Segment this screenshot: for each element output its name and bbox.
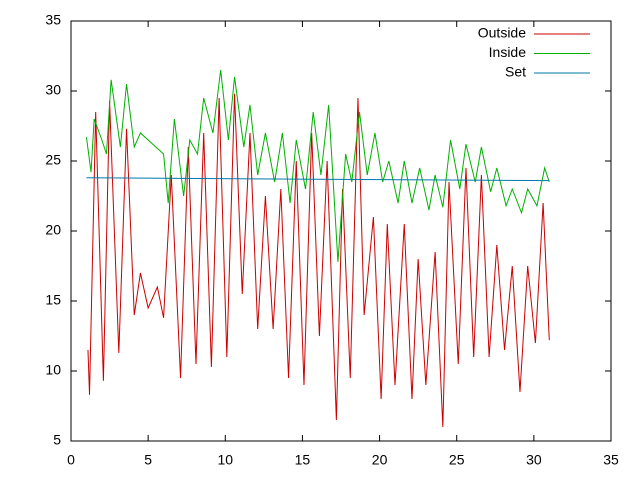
y-tick-label: 25 xyxy=(45,152,61,168)
x-tick-label: 0 xyxy=(67,452,75,468)
y-tick-label: 35 xyxy=(45,12,61,28)
x-tick-label: 10 xyxy=(217,452,233,468)
y-tick-label: 15 xyxy=(45,292,61,308)
data-line xyxy=(86,177,550,182)
x-tick-label: 25 xyxy=(449,452,465,468)
data-line xyxy=(85,69,550,262)
x-tick-label: 35 xyxy=(603,452,619,468)
x-tick-label: 20 xyxy=(372,452,388,468)
legend-label: Outside xyxy=(478,25,526,41)
y-tick-label: 20 xyxy=(45,222,61,238)
legend-label: Set xyxy=(505,64,526,80)
x-tick-label: 30 xyxy=(526,452,542,468)
data-line xyxy=(87,93,550,428)
y-tick-label: 5 xyxy=(53,432,61,448)
y-tick-label: 10 xyxy=(45,362,61,378)
x-tick-label: 15 xyxy=(295,452,311,468)
legend-label: Inside xyxy=(489,44,527,60)
y-tick-label: 30 xyxy=(45,82,61,98)
x-tick-label: 5 xyxy=(144,452,152,468)
